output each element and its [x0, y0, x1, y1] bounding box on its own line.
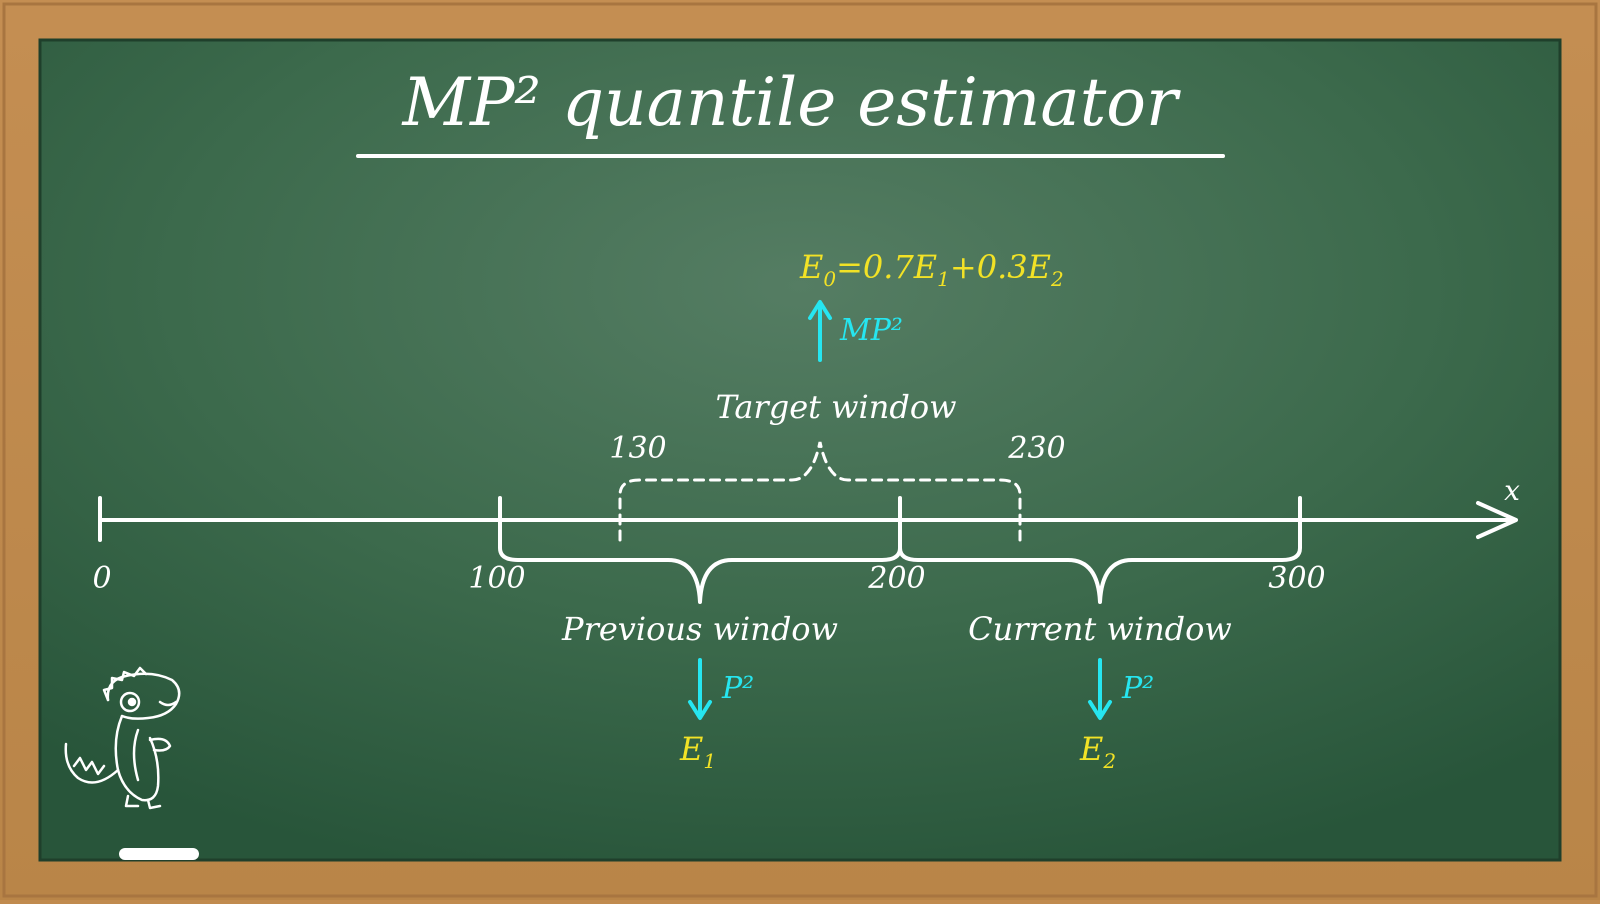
current-window-brace [898, 518, 1302, 604]
up-arrow-label: MP² [839, 313, 903, 348]
current-down-arrow-icon [1088, 658, 1112, 720]
up-arrow-icon [808, 300, 832, 362]
previous-estimate-sub: 1 [703, 749, 716, 773]
eq-mid: =0.7 [836, 248, 914, 286]
x-axis-label: x [1504, 474, 1520, 507]
e1-sub: 1 [937, 267, 950, 291]
e2-sub: 2 [1050, 267, 1064, 291]
current-window-label: Current window [968, 610, 1232, 648]
target-window-brace [618, 441, 1022, 542]
current-estimate-sub: 2 [1102, 749, 1116, 773]
e0-letter: E [799, 248, 823, 286]
target-tick-130: 130 [609, 431, 666, 466]
previous-arrow-label: P² [721, 671, 754, 706]
current-estimate-letter: E [1079, 730, 1103, 768]
chalk-icon [119, 848, 199, 860]
e0-sub: 0 [823, 267, 836, 291]
current-estimate: E2 [1079, 730, 1116, 773]
previous-estimate: E1 [679, 730, 716, 773]
target-window-label: Target window [715, 388, 956, 426]
previous-estimate-letter: E [679, 730, 703, 768]
current-arrow-label: P² [1121, 671, 1154, 706]
target-tick-230: 230 [1007, 431, 1065, 466]
plus-term: +0.3 [950, 248, 1028, 286]
e1-letter: E [913, 248, 937, 286]
tick-label-200: 200 [867, 561, 925, 596]
tick-label-300: 300 [1268, 561, 1325, 596]
board-surface [38, 38, 1562, 862]
previous-window-brace [498, 518, 902, 604]
tick-label-0: 0 [92, 561, 111, 596]
previous-window-label: Previous window [561, 610, 838, 648]
e2-letter: E [1027, 248, 1051, 286]
combined-estimate: E0=0.7E1+0.3E2 [799, 248, 1064, 291]
dino-icon [64, 666, 181, 810]
previous-down-arrow-icon [688, 658, 712, 720]
tick-label-100: 100 [468, 561, 525, 596]
page-title: MP² quantile estimator [401, 64, 1181, 141]
